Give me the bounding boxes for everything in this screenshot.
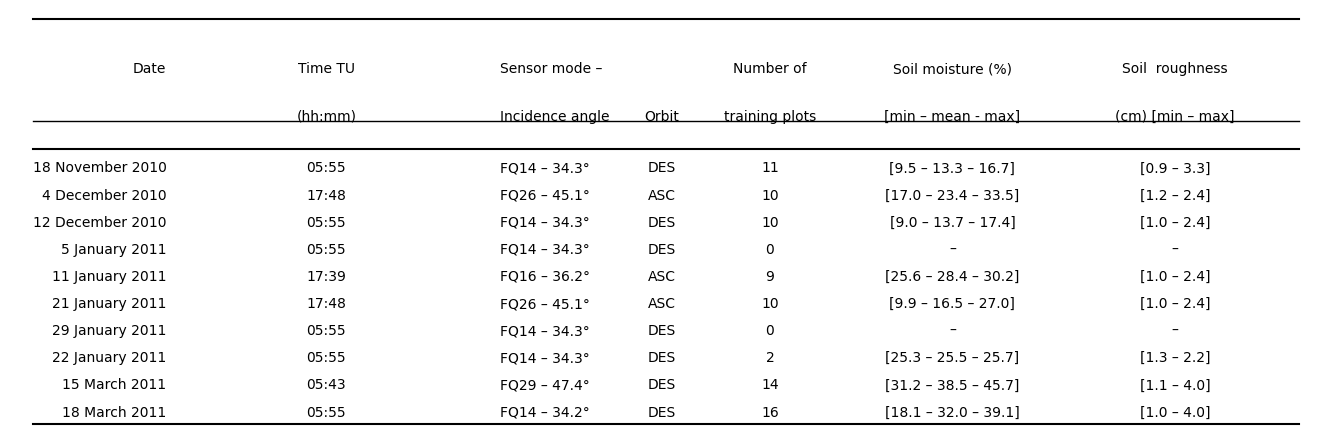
- Text: [31.2 – 38.5 – 45.7]: [31.2 – 38.5 – 45.7]: [886, 378, 1019, 392]
- Text: 29 January 2011: 29 January 2011: [52, 324, 166, 338]
- Text: FQ14 – 34.3°: FQ14 – 34.3°: [500, 216, 589, 230]
- Text: 05:55: 05:55: [306, 406, 346, 419]
- Text: [1.0 – 2.4]: [1.0 – 2.4]: [1140, 270, 1209, 284]
- Text: [25.6 – 28.4 – 30.2]: [25.6 – 28.4 – 30.2]: [886, 270, 1019, 284]
- Text: [1.2 – 2.4]: [1.2 – 2.4]: [1140, 189, 1209, 203]
- Text: 10: 10: [761, 216, 779, 230]
- Text: 11 January 2011: 11 January 2011: [52, 270, 166, 284]
- Text: Orbit: Orbit: [645, 110, 679, 124]
- Text: [1.0 – 2.4]: [1.0 – 2.4]: [1140, 297, 1209, 311]
- Text: DES: DES: [647, 406, 677, 419]
- Text: 21 January 2011: 21 January 2011: [52, 297, 166, 311]
- Text: FQ26 – 45.1°: FQ26 – 45.1°: [500, 297, 589, 311]
- Text: training plots: training plots: [723, 110, 817, 124]
- Text: 18 March 2011: 18 March 2011: [63, 406, 166, 419]
- Text: –: –: [1171, 243, 1179, 257]
- Text: 0: 0: [766, 324, 774, 338]
- Text: –: –: [948, 243, 956, 257]
- Text: [1.1 – 4.0]: [1.1 – 4.0]: [1139, 378, 1211, 392]
- Text: 05:55: 05:55: [306, 351, 346, 365]
- Text: 2: 2: [766, 351, 774, 365]
- Text: Soil  roughness: Soil roughness: [1122, 62, 1228, 76]
- Text: 17:48: 17:48: [306, 297, 346, 311]
- Text: DES: DES: [647, 378, 677, 392]
- Text: [18.1 – 32.0 – 39.1]: [18.1 – 32.0 – 39.1]: [884, 406, 1020, 419]
- Text: 4 December 2010: 4 December 2010: [41, 189, 166, 203]
- Text: 10: 10: [761, 297, 779, 311]
- Text: [9.9 – 16.5 – 27.0]: [9.9 – 16.5 – 27.0]: [890, 297, 1015, 311]
- Text: Sensor mode –: Sensor mode –: [500, 62, 602, 76]
- Text: 0: 0: [766, 243, 774, 257]
- Text: ASC: ASC: [647, 297, 677, 311]
- Text: [9.5 – 13.3 – 16.7]: [9.5 – 13.3 – 16.7]: [890, 162, 1015, 175]
- Text: 10: 10: [761, 189, 779, 203]
- Text: 05:55: 05:55: [306, 324, 346, 338]
- Text: 22 January 2011: 22 January 2011: [52, 351, 166, 365]
- Text: 18 November 2010: 18 November 2010: [32, 162, 166, 175]
- Text: DES: DES: [647, 324, 677, 338]
- Text: ASC: ASC: [647, 270, 677, 284]
- Text: [1.3 – 2.2]: [1.3 – 2.2]: [1140, 351, 1209, 365]
- Text: (hh:mm): (hh:mm): [296, 110, 357, 124]
- Text: FQ16 – 36.2°: FQ16 – 36.2°: [500, 270, 590, 284]
- Text: FQ14 – 34.2°: FQ14 – 34.2°: [500, 406, 589, 419]
- Text: –: –: [948, 324, 956, 338]
- Text: Soil moisture (%): Soil moisture (%): [892, 62, 1012, 76]
- Text: 05:43: 05:43: [306, 378, 346, 392]
- Text: FQ14 – 34.3°: FQ14 – 34.3°: [500, 243, 589, 257]
- Text: 11: 11: [761, 162, 779, 175]
- Text: 05:55: 05:55: [306, 243, 346, 257]
- Text: [1.0 – 2.4]: [1.0 – 2.4]: [1140, 216, 1209, 230]
- Text: DES: DES: [647, 351, 677, 365]
- Text: FQ14 – 34.3°: FQ14 – 34.3°: [500, 162, 589, 175]
- Text: 17:48: 17:48: [306, 189, 346, 203]
- Text: Time TU: Time TU: [298, 62, 354, 76]
- Text: ASC: ASC: [647, 189, 677, 203]
- Text: FQ26 – 45.1°: FQ26 – 45.1°: [500, 189, 589, 203]
- Text: DES: DES: [647, 162, 677, 175]
- Text: [25.3 – 25.5 – 25.7]: [25.3 – 25.5 – 25.7]: [886, 351, 1019, 365]
- Text: FQ29 – 47.4°: FQ29 – 47.4°: [500, 378, 589, 392]
- Text: DES: DES: [647, 216, 677, 230]
- Text: –: –: [1171, 324, 1179, 338]
- Text: 12 December 2010: 12 December 2010: [33, 216, 167, 230]
- Text: FQ14 – 34.3°: FQ14 – 34.3°: [500, 324, 589, 338]
- Text: 16: 16: [761, 406, 779, 419]
- Text: DES: DES: [647, 243, 677, 257]
- Text: 05:55: 05:55: [306, 216, 346, 230]
- Text: 17:39: 17:39: [306, 270, 346, 284]
- Text: [0.9 – 3.3]: [0.9 – 3.3]: [1140, 162, 1209, 175]
- Text: 5 January 2011: 5 January 2011: [61, 243, 166, 257]
- Text: [17.0 – 23.4 – 33.5]: [17.0 – 23.4 – 33.5]: [886, 189, 1019, 203]
- Text: FQ14 – 34.3°: FQ14 – 34.3°: [500, 351, 589, 365]
- Text: [9.0 – 13.7 – 17.4]: [9.0 – 13.7 – 17.4]: [890, 216, 1015, 230]
- Text: Incidence angle: Incidence angle: [500, 110, 609, 124]
- Text: 15 March 2011: 15 March 2011: [63, 378, 166, 392]
- Text: [1.0 – 4.0]: [1.0 – 4.0]: [1140, 406, 1209, 419]
- Text: 05:55: 05:55: [306, 162, 346, 175]
- Text: 14: 14: [761, 378, 779, 392]
- Text: [min – mean - max]: [min – mean - max]: [884, 110, 1020, 124]
- Text: Date: Date: [133, 62, 166, 76]
- Text: (cm) [min – max]: (cm) [min – max]: [1115, 110, 1235, 124]
- Text: Number of: Number of: [733, 62, 807, 76]
- Text: 9: 9: [766, 270, 774, 284]
